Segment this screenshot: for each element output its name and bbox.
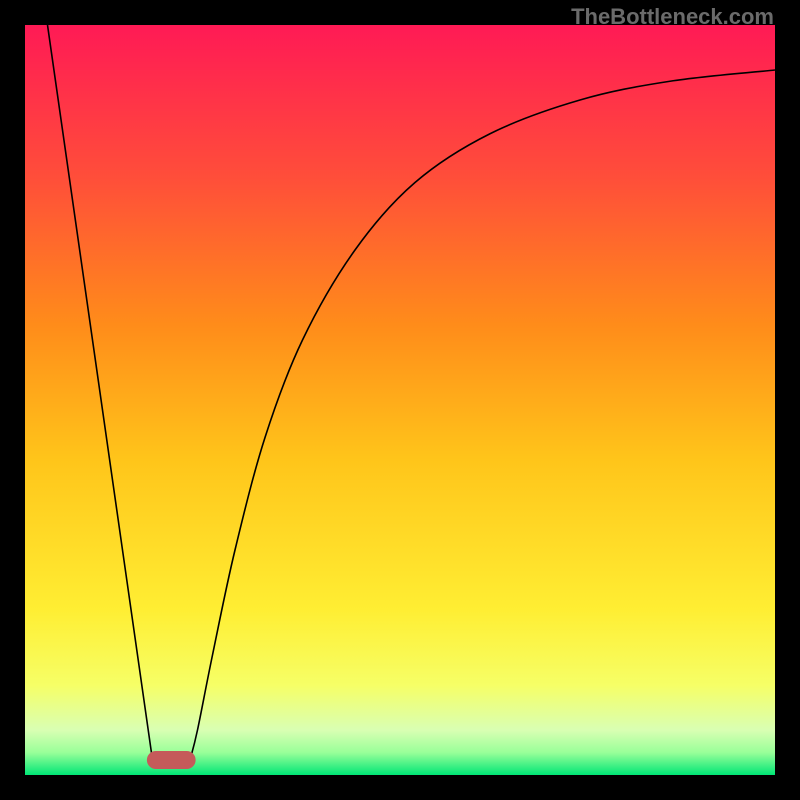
chart-svg	[25, 25, 775, 775]
plot-area	[25, 25, 775, 775]
watermark-text: TheBottleneck.com	[571, 4, 774, 30]
optimal-marker	[147, 751, 196, 769]
bottleneck-chart: TheBottleneck.com	[0, 0, 800, 800]
gradient-background	[25, 25, 775, 775]
